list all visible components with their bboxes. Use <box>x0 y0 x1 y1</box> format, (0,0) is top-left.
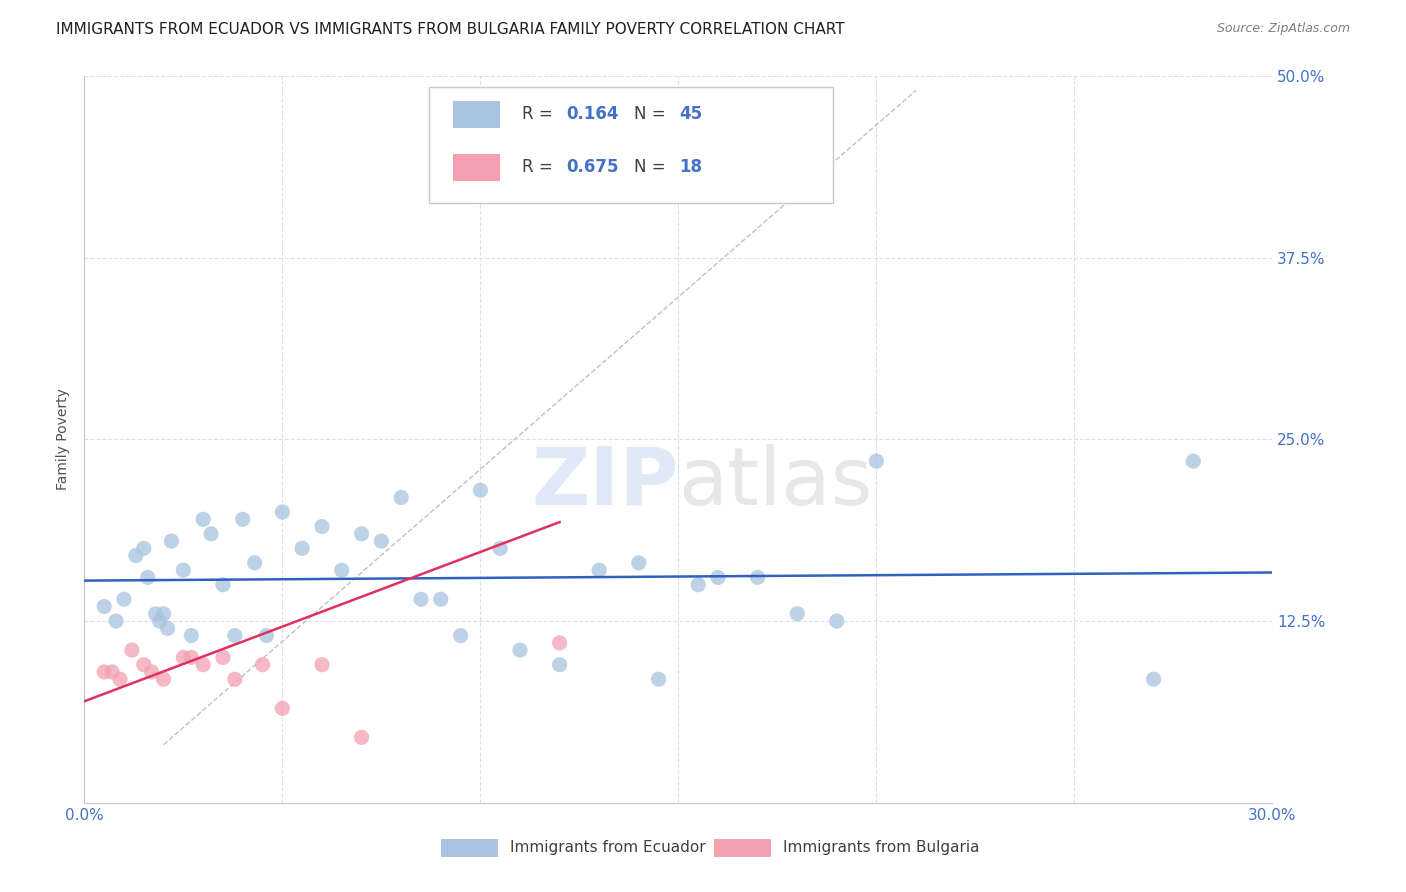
Bar <box>453 101 501 128</box>
Point <box>291 541 314 556</box>
Point <box>224 672 246 686</box>
Text: Immigrants from Ecuador: Immigrants from Ecuador <box>510 840 706 855</box>
Text: 0.164: 0.164 <box>567 105 619 123</box>
Point <box>172 563 194 577</box>
Point <box>224 629 246 643</box>
Text: R =: R = <box>522 105 558 123</box>
Text: N =: N = <box>634 159 671 177</box>
Point <box>786 607 808 621</box>
Point <box>470 483 492 498</box>
Bar <box>453 153 501 181</box>
Point <box>232 512 254 526</box>
Point <box>627 556 650 570</box>
Point <box>256 629 278 643</box>
Point <box>489 541 512 556</box>
Text: Source: ZipAtlas.com: Source: ZipAtlas.com <box>1216 22 1350 36</box>
Text: Immigrants from Bulgaria: Immigrants from Bulgaria <box>783 840 980 855</box>
Point <box>548 636 571 650</box>
Point <box>509 643 531 657</box>
Point <box>1143 672 1166 686</box>
Point <box>212 578 235 592</box>
Point <box>108 672 131 686</box>
Point <box>430 185 453 199</box>
Point <box>252 657 274 672</box>
Text: 0.675: 0.675 <box>567 159 619 177</box>
Point <box>409 592 432 607</box>
Point <box>149 614 172 628</box>
Point <box>271 701 294 715</box>
Point <box>180 629 202 643</box>
Point <box>141 665 163 679</box>
Text: R =: R = <box>522 159 558 177</box>
Point <box>160 534 183 549</box>
Point <box>588 563 610 577</box>
Text: atlas: atlas <box>679 444 873 522</box>
Text: N =: N = <box>634 105 671 123</box>
Point <box>180 650 202 665</box>
Point <box>101 665 124 679</box>
FancyBboxPatch shape <box>429 87 832 203</box>
Point <box>136 570 159 584</box>
Point <box>200 526 222 541</box>
Point <box>865 454 887 468</box>
Point <box>132 541 155 556</box>
Point <box>112 592 135 607</box>
Point <box>450 629 472 643</box>
Bar <box>714 838 770 857</box>
Point <box>688 578 710 592</box>
Point <box>389 491 412 505</box>
Point <box>93 599 115 614</box>
Point <box>825 614 848 628</box>
Point <box>156 621 179 635</box>
Point <box>152 607 174 621</box>
Point <box>125 549 148 563</box>
Point <box>370 534 392 549</box>
Point <box>271 505 294 519</box>
Text: 45: 45 <box>679 105 703 123</box>
Point <box>1182 454 1205 468</box>
Text: 18: 18 <box>679 159 703 177</box>
Point <box>350 731 373 745</box>
Y-axis label: Family Poverty: Family Poverty <box>56 388 70 491</box>
Point <box>548 657 571 672</box>
Point <box>105 614 128 628</box>
Point <box>191 657 215 672</box>
Point <box>747 570 769 584</box>
Point <box>350 526 373 541</box>
Point <box>330 563 353 577</box>
Text: ZIP: ZIP <box>531 444 679 522</box>
Point <box>191 512 215 526</box>
Point <box>212 650 235 665</box>
Point <box>145 607 167 621</box>
Point <box>243 556 266 570</box>
Point <box>311 657 333 672</box>
Text: IMMIGRANTS FROM ECUADOR VS IMMIGRANTS FROM BULGARIA FAMILY POVERTY CORRELATION C: IMMIGRANTS FROM ECUADOR VS IMMIGRANTS FR… <box>56 22 845 37</box>
Point <box>172 650 194 665</box>
Bar <box>441 838 498 857</box>
Point <box>707 570 730 584</box>
Point <box>311 519 333 533</box>
Point <box>430 592 453 607</box>
Point <box>121 643 143 657</box>
Point <box>93 665 115 679</box>
Point <box>152 672 174 686</box>
Point <box>647 672 669 686</box>
Point <box>132 657 155 672</box>
